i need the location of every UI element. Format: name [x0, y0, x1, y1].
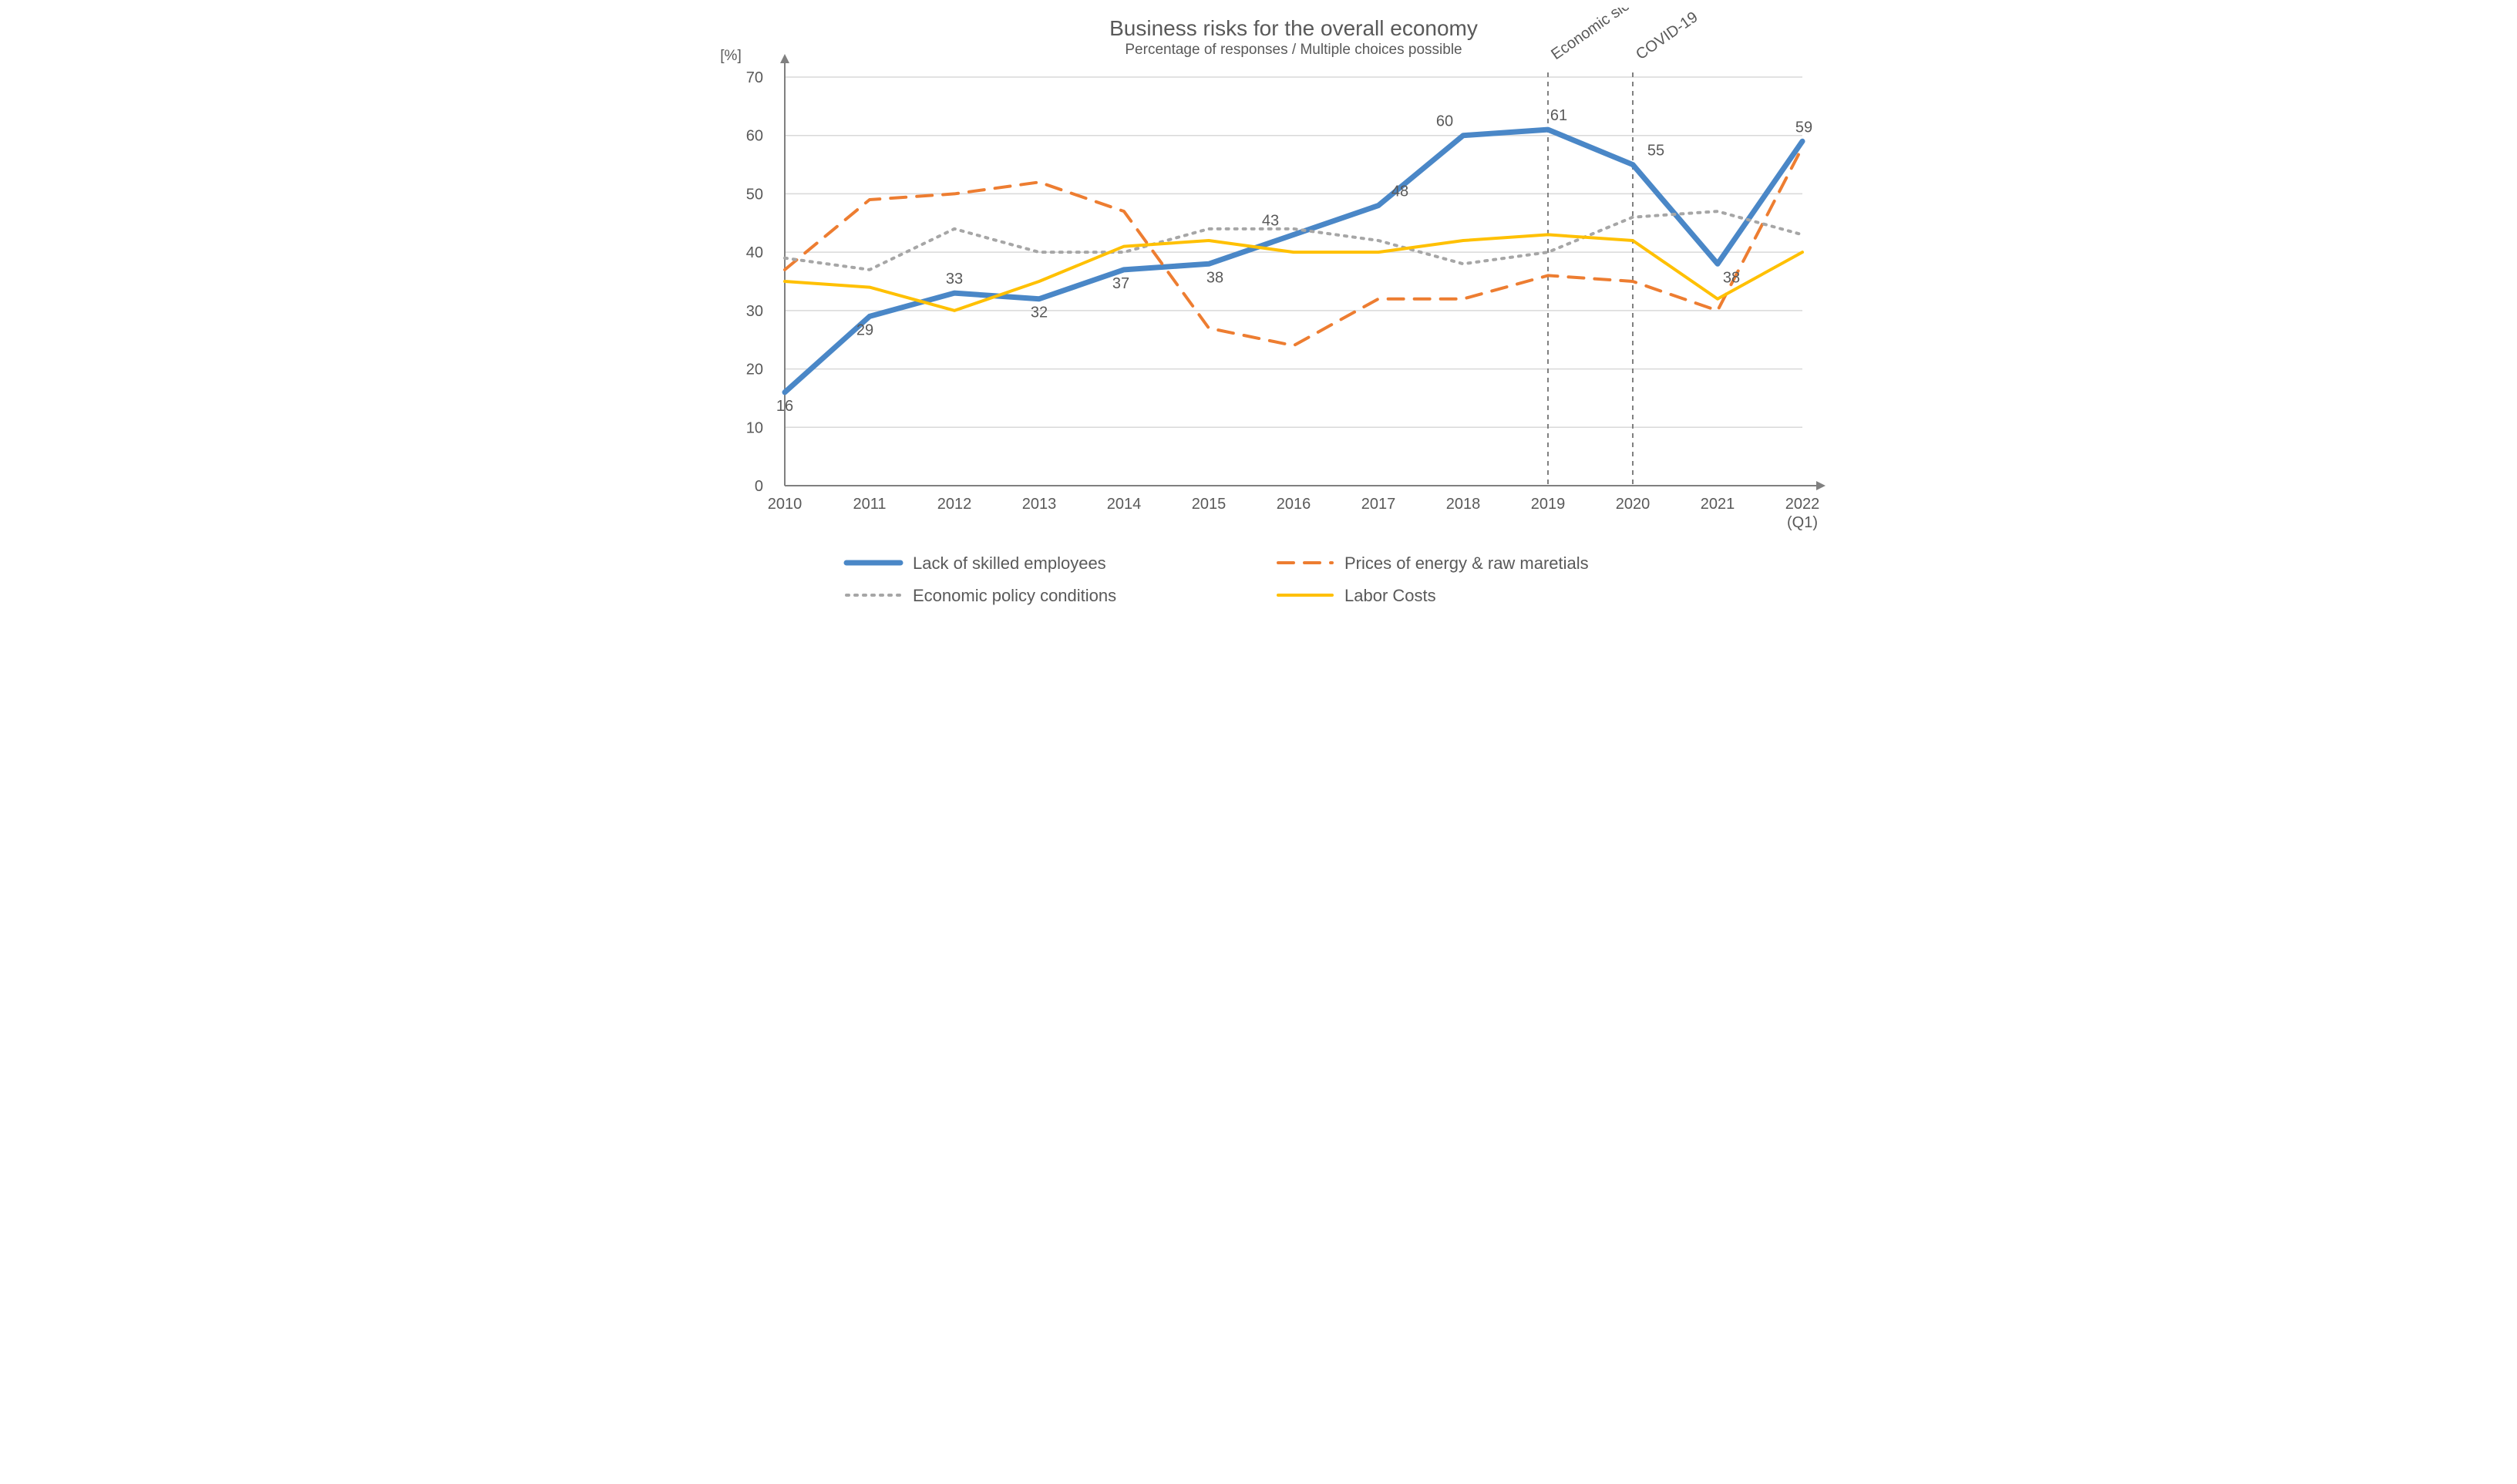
y-tick-label: 20 [745, 362, 762, 379]
x-tick-label: 2014 [1106, 496, 1141, 513]
x-tick-label: 2011 [853, 496, 886, 513]
legend-label: Prices of energy & raw maretials [1344, 554, 1589, 573]
x-axis-arrow [1816, 481, 1825, 490]
data-label: 16 [776, 398, 792, 415]
data-label: 33 [945, 271, 962, 288]
x-tick-label: 2017 [1361, 496, 1395, 513]
x-tick-label: 2013 [1021, 496, 1056, 513]
legend-label: Labor Costs [1344, 586, 1436, 605]
x-tick-label: 2018 [1445, 496, 1480, 513]
x-tick-label: 2012 [937, 496, 971, 513]
x-tick-label: 2022 [1785, 496, 1819, 513]
business-risks-chart: Business risks for the overall economy Pe… [692, 8, 1825, 655]
annotation-label: COVID-19 [1633, 8, 1701, 63]
series-line [785, 211, 1802, 270]
data-label: 55 [1647, 143, 1664, 160]
chart-svg: Business risks for the overall economy Pe… [692, 8, 1825, 655]
chart-title: Business risks for the overall economy [1109, 16, 1478, 40]
series-line [785, 130, 1802, 392]
data-label: 43 [1261, 212, 1278, 229]
data-label: 38 [1722, 269, 1739, 286]
y-tick-label: 0 [754, 478, 762, 495]
x-tick-label: 2016 [1276, 496, 1311, 513]
y-axis-arrow [780, 54, 789, 63]
data-label: 38 [1206, 269, 1223, 286]
chart-subtitle: Percentage of responses / Multiple choic… [1125, 42, 1462, 58]
x-tick-label: 2020 [1615, 496, 1650, 513]
data-label: 59 [1795, 119, 1812, 136]
y-tick-label: 60 [745, 128, 762, 145]
x-tick-label: 2010 [767, 496, 802, 513]
data-label: 37 [1112, 275, 1129, 292]
legend-label: Lack of skilled employees [913, 554, 1106, 573]
x-tick-label: 2015 [1191, 496, 1226, 513]
x-tick-label: (Q1) [1787, 514, 1818, 531]
data-label: 60 [1435, 113, 1452, 130]
x-tick-label: 2019 [1530, 496, 1565, 513]
legend-label: Economic policy conditions [913, 586, 1116, 605]
y-tick-label: 50 [745, 186, 762, 203]
data-label: 61 [1550, 107, 1566, 124]
series-line [785, 147, 1802, 345]
y-tick-label: 10 [745, 419, 762, 436]
data-label: 48 [1391, 183, 1408, 200]
data-label: 32 [1030, 305, 1047, 321]
y-axis-label: [%] [720, 48, 741, 64]
y-tick-label: 30 [745, 303, 762, 320]
x-tick-label: 2021 [1700, 496, 1735, 513]
data-label: 29 [856, 321, 873, 338]
y-tick-label: 40 [745, 244, 762, 261]
y-tick-label: 70 [745, 69, 762, 86]
